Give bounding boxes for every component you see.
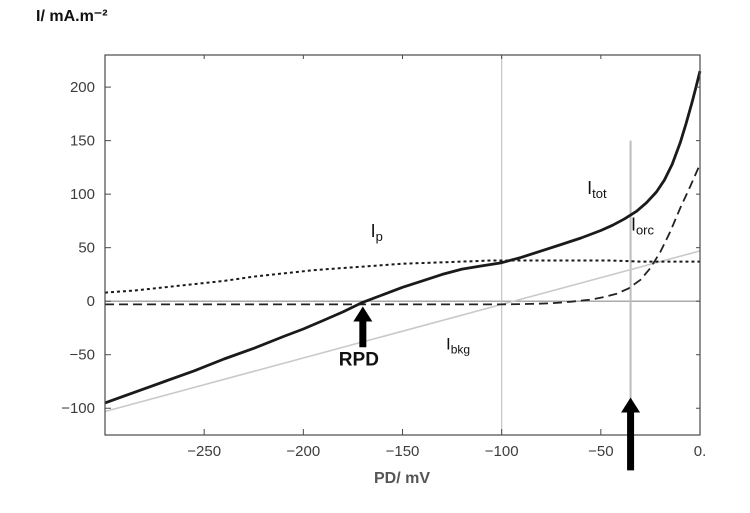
svg-text:−250: −250 <box>187 443 221 460</box>
svg-text:RPD: RPD <box>339 349 379 370</box>
svg-text:50: 50 <box>78 240 95 257</box>
svg-text:0: 0 <box>87 293 95 310</box>
svg-text:−150: −150 <box>386 443 420 460</box>
svg-text:200: 200 <box>70 79 95 96</box>
x-axis-title: PD/ mV <box>373 470 430 487</box>
svg-text:−100: −100 <box>61 400 95 417</box>
svg-text:0.: 0. <box>694 443 707 460</box>
y-axis-title: I/ mA.m⁻² <box>36 8 108 25</box>
svg-text:Itot: Itot <box>587 178 607 201</box>
svg-text:−50: −50 <box>70 347 95 364</box>
svg-text:150: 150 <box>70 133 95 150</box>
svg-text:Iorc: Iorc <box>631 215 655 238</box>
svg-text:Ibkg: Ibkg <box>446 334 470 356</box>
svg-text:100: 100 <box>70 186 95 203</box>
svg-text:−200: −200 <box>286 443 320 460</box>
svg-text:−50: −50 <box>588 443 613 460</box>
svg-text:−100: −100 <box>485 443 519 460</box>
svg-text:Ip: Ip <box>371 221 383 244</box>
